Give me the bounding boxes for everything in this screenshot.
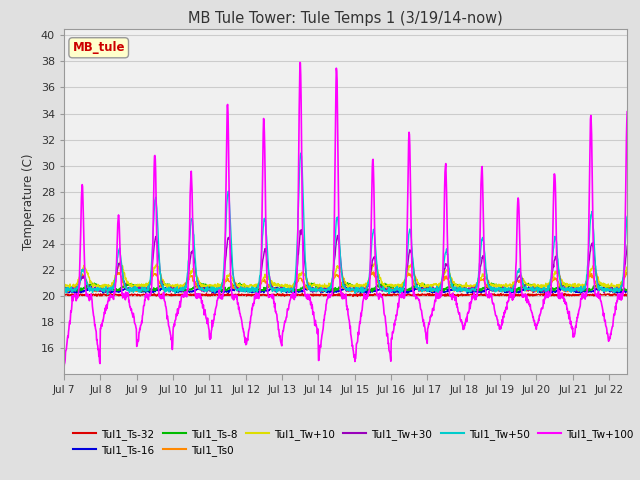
Title: MB Tule Tower: Tule Temps 1 (3/19/14-now): MB Tule Tower: Tule Temps 1 (3/19/14-now… xyxy=(188,11,503,26)
Text: MB_tule: MB_tule xyxy=(72,41,125,54)
Y-axis label: Temperature (C): Temperature (C) xyxy=(22,153,35,250)
Legend: Tul1_Ts-32, Tul1_Ts-16, Tul1_Ts-8, Tul1_Ts0, Tul1_Tw+10, Tul1_Tw+30, Tul1_Tw+50,: Tul1_Ts-32, Tul1_Ts-16, Tul1_Ts-8, Tul1_… xyxy=(69,424,637,460)
